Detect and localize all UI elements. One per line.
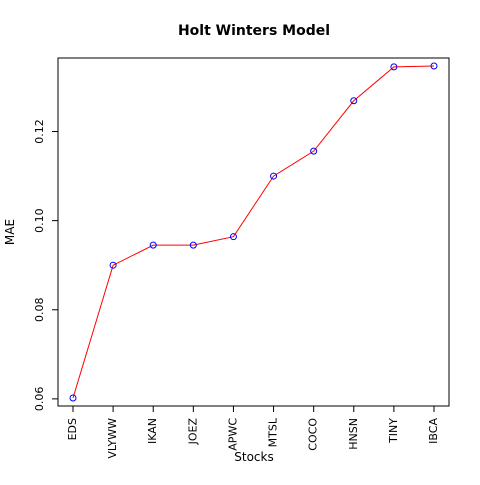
x-tick-label: VLYWW	[106, 418, 119, 459]
x-tick-label: JOEZ	[186, 418, 199, 446]
x-axis: EDS VLYWW IKAN JOEZ APWC MTSL COCO HNSN TINY IBCA	[66, 406, 440, 459]
y-tick-label: 0.10	[33, 208, 46, 233]
data-point	[390, 63, 398, 71]
data-point	[69, 394, 77, 402]
x-tick-label: IKAN	[146, 418, 159, 444]
plot-frame	[57, 57, 450, 407]
x-tick-label: APWC	[226, 418, 239, 451]
y-tick-label: 0.12	[33, 119, 46, 144]
data-point	[310, 147, 318, 155]
x-tick-label: IBCA	[427, 418, 440, 444]
data-point	[430, 62, 438, 70]
y-axis: 0.06 0.08 0.10 0.12	[33, 119, 58, 411]
x-tick-label: COCO	[307, 418, 320, 451]
x-axis-label: Stocks	[234, 450, 273, 464]
y-tick-label: 0.06	[33, 387, 46, 412]
data-point	[149, 241, 157, 249]
series-layer	[69, 62, 438, 402]
x-tick-label: EDS	[66, 418, 79, 440]
data-point	[229, 233, 237, 241]
x-tick-label: TINY	[387, 418, 400, 444]
chart-title: Holt Winters Model	[178, 23, 330, 39]
series-line	[72, 65, 435, 399]
data-point	[270, 172, 278, 180]
y-axis-label: MAE	[3, 219, 17, 245]
x-tick-label: HNSN	[347, 418, 360, 450]
data-point	[350, 97, 358, 105]
data-point	[109, 261, 117, 269]
y-tick-label: 0.08	[33, 298, 46, 323]
data-point	[189, 241, 197, 249]
x-tick-label: MTSL	[267, 417, 280, 447]
